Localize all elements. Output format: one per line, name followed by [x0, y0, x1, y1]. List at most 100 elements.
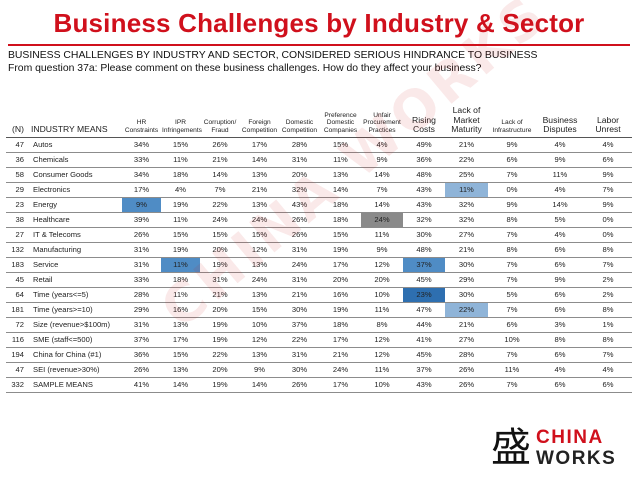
table-cell: 24% — [240, 272, 279, 288]
logo-text-china: CHINA — [536, 427, 604, 448]
table-cell: 30% — [279, 302, 320, 318]
table-cell: 24% — [361, 212, 403, 228]
table-cell: 22% — [200, 347, 240, 363]
table-cell: 33% — [122, 152, 161, 168]
row-count: 27 — [6, 227, 30, 243]
table-cell: 11% — [536, 167, 584, 183]
table-cell: 14% — [361, 167, 403, 183]
table-cell: 11% — [161, 212, 200, 228]
page-title: Business Challenges by Industry & Sector — [53, 8, 585, 38]
table-row: 72 Size (revenue>$100m) 31% 13% 19% 10% 37% 18%… — [6, 317, 632, 333]
subtitle-line-1: BUSINESS CHALLENGES BY INDUSTRY AND SECT… — [8, 50, 538, 61]
row-label: IT & Telecoms — [30, 227, 122, 243]
table-cell: 7% — [361, 182, 403, 198]
table-cell: 31% — [279, 347, 320, 363]
table-cell: 20% — [320, 272, 361, 288]
table-row: 181 Time (years>=10) 29% 16% 20% 15% 30% 19% 11%… — [6, 302, 632, 318]
table-cell: 0% — [584, 227, 632, 243]
row-count: 58 — [6, 167, 30, 183]
table-cell: 6% — [536, 242, 584, 258]
table-cell: 44% — [403, 317, 445, 333]
table-cell: 21% — [320, 347, 361, 363]
table-cell: 43% — [403, 182, 445, 198]
table-cell: 22% — [200, 197, 240, 213]
table-cell: 13% — [240, 197, 279, 213]
table-cell: 9% — [584, 167, 632, 183]
table-cell: 11% — [361, 302, 403, 318]
table-cell: 15% — [161, 137, 200, 153]
table-cell: 14% — [361, 197, 403, 213]
table-cell: 11% — [161, 152, 200, 168]
table-cell: 12% — [240, 332, 279, 348]
row-label: Time (years>=10) — [30, 302, 122, 318]
table-cell: 2% — [584, 272, 632, 288]
table-row: 23 Energy 9% 19% 22% 13% 43% 18% 14% 43% 32% 9% 14% 9… — [6, 197, 632, 213]
table-cell: 26% — [122, 227, 161, 243]
table-cell: 16% — [161, 302, 200, 318]
table-cell: 13% — [240, 257, 279, 273]
table-cell: 17% — [122, 182, 161, 198]
table-cell: 24% — [240, 212, 279, 228]
table-cell: 4% — [161, 182, 200, 198]
table-cell: 37% — [403, 257, 445, 273]
table-cell: 28% — [279, 137, 320, 153]
row-count: 23 — [6, 197, 30, 213]
table-cell: 21% — [200, 287, 240, 303]
table-cell: 26% — [445, 377, 488, 393]
table-cell: 10% — [240, 317, 279, 333]
table-cell: 18% — [161, 167, 200, 183]
table-cell: 25% — [445, 167, 488, 183]
table-cell: 37% — [122, 332, 161, 348]
row-count: 132 — [6, 242, 30, 258]
table-cell: 47% — [403, 302, 445, 318]
row-count: 38 — [6, 212, 30, 228]
table-cell: 14% — [161, 377, 200, 393]
table-cell: 15% — [240, 227, 279, 243]
table-cell: 4% — [536, 137, 584, 153]
table-cell: 10% — [361, 377, 403, 393]
col-header-labor-unrest: Labor Unrest — [584, 94, 632, 138]
table-cell: 11% — [488, 362, 536, 378]
table-cell: 41% — [122, 377, 161, 393]
col-header-business-disputes: Business Disputes — [536, 94, 584, 138]
row-label: China for China (#1) — [30, 347, 122, 363]
table-cell: 32% — [445, 212, 488, 228]
col-header-rising-costs: Rising Costs — [403, 94, 445, 138]
table-cell: 6% — [584, 152, 632, 168]
table-cell: 30% — [445, 287, 488, 303]
table-cell: 21% — [445, 317, 488, 333]
table-cell: 45% — [403, 272, 445, 288]
table-cell: 19% — [200, 377, 240, 393]
table-cell: 22% — [445, 302, 488, 318]
col-header-unfair-procurement: Unfair Procurement Practices — [361, 94, 403, 138]
table-cell: 8% — [584, 302, 632, 318]
table-cell: 18% — [320, 317, 361, 333]
table-cell: 7% — [584, 257, 632, 273]
table-cell: 18% — [320, 212, 361, 228]
table-cell: 8% — [584, 332, 632, 348]
table-cell: 8% — [584, 242, 632, 258]
row-label: Service — [30, 257, 122, 273]
table-cell: 31% — [279, 242, 320, 258]
table-row: 38 Healthcare 39% 11% 24% 24% 26% 18% 24% 32% 32% 8… — [6, 212, 632, 228]
table-cell: 4% — [584, 137, 632, 153]
row-label: Autos — [30, 137, 122, 153]
table-row: 27 IT & Telecoms 26% 15% 15% 15% 26% 15% 11% 30% 2… — [6, 227, 632, 243]
table-cell: 21% — [240, 182, 279, 198]
table-row: 45 Retail 33% 18% 31% 24% 31% 20% 20% 45% 29% 7% 9% 2… — [6, 272, 632, 288]
table-cell: 14% — [240, 377, 279, 393]
table-cell: 13% — [320, 167, 361, 183]
table-cell: 15% — [320, 227, 361, 243]
table-cell: 43% — [403, 377, 445, 393]
col-header-domestic-competition: Domestic Competition — [279, 94, 320, 138]
table-cell: 13% — [240, 287, 279, 303]
table-row: 183 Service 31% 11% 19% 13% 24% 17% 12% 37% 30% 7% 6… — [6, 257, 632, 273]
row-count: 72 — [6, 317, 30, 333]
table-cell: 22% — [279, 332, 320, 348]
table-cell: 6% — [536, 302, 584, 318]
table-cell: 7% — [488, 227, 536, 243]
table-cell: 8% — [361, 317, 403, 333]
logo-mark: 盛 — [491, 425, 531, 471]
row-count: 181 — [6, 302, 30, 318]
table-cell: 7% — [200, 182, 240, 198]
